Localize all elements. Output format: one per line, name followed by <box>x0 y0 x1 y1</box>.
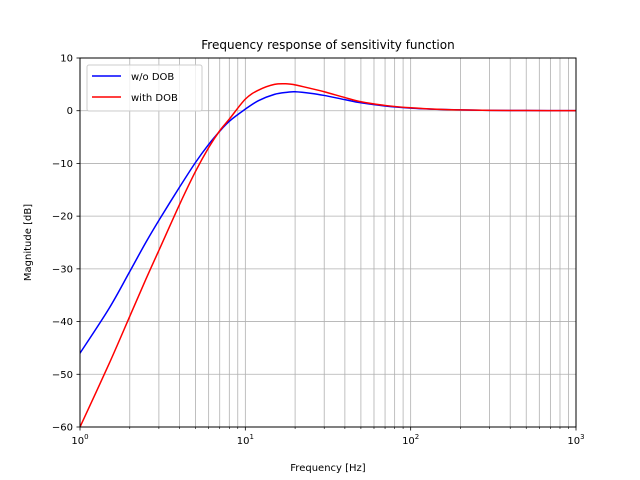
y-tick-label: −10 <box>52 159 73 170</box>
series-line-with-dob <box>80 82 576 427</box>
y-tick-label: −40 <box>52 317 73 328</box>
y-tick-label: 10 <box>60 54 73 65</box>
plot-frame <box>79 57 577 428</box>
x-tick-label: 103 <box>567 433 584 447</box>
x-tick-label: 101 <box>237 433 254 447</box>
legend-label-with-dob: with DOB <box>131 93 178 104</box>
x-tick-label: 100 <box>71 433 88 447</box>
y-tick-label: 0 <box>67 106 73 117</box>
series-layer <box>80 82 576 427</box>
legend: w/o DOB with DOB <box>86 64 203 112</box>
plot-area <box>80 58 576 427</box>
y-tick-label: −60 <box>52 423 73 434</box>
legend-label-wo-dob: w/o DOB <box>131 72 174 83</box>
x-axis-label: Frequency [Hz] <box>290 463 366 474</box>
y-tick-label: −20 <box>52 212 73 223</box>
chart-title: Frequency response of sensitivity functi… <box>201 38 454 52</box>
y-axis-label: Magnitude [dB] <box>23 204 34 281</box>
x-tick-label: 102 <box>402 433 419 447</box>
x-axis-ticks: 100 101 102 103 <box>71 427 585 447</box>
y-tick-label: −30 <box>52 264 73 275</box>
y-axis-ticks: 10 0 −10 −20 −30 −40 −50 −60 <box>52 54 80 434</box>
y-tick-label: −50 <box>52 370 73 381</box>
